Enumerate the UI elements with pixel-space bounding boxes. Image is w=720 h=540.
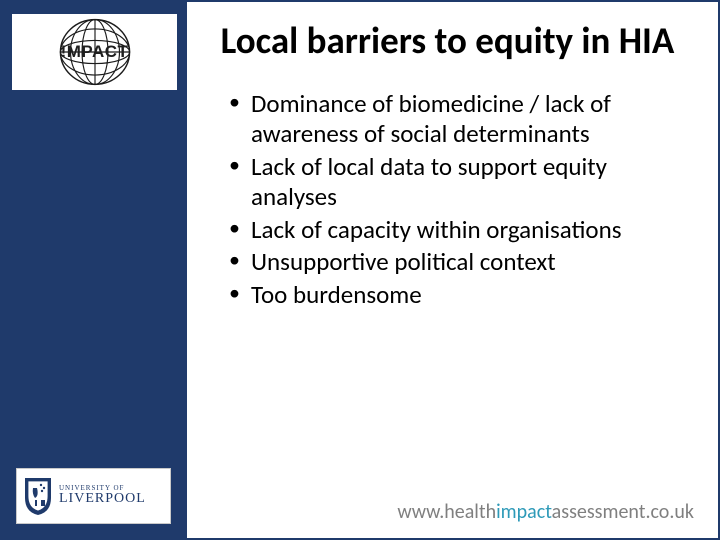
impact-logo: !MPACT xyxy=(12,14,177,90)
shield-icon xyxy=(23,476,53,516)
list-item: Lack of capacity within organisations xyxy=(229,215,690,246)
impact-logo-text: !MPACT xyxy=(61,42,129,62)
url-part: .co.uk xyxy=(645,500,694,524)
list-item: Unsupportive political context xyxy=(229,247,690,278)
university-line2: LIVERPOOL xyxy=(59,492,146,507)
bullet-list: Dominance of biomedicine / lack of aware… xyxy=(205,89,690,311)
main-content: Local barriers to equity in HIA Dominanc… xyxy=(187,2,718,538)
url-part: assessment xyxy=(552,500,646,524)
slide: !MPACT UNIVERSITY OF LIVERPOOL Local bar… xyxy=(0,0,720,540)
university-badge: UNIVERSITY OF LIVERPOOL xyxy=(16,468,171,524)
list-item: Lack of local data to support equity ana… xyxy=(229,152,690,213)
list-item: Too burdensome xyxy=(229,280,690,311)
sidebar: !MPACT UNIVERSITY OF LIVERPOOL xyxy=(2,2,187,538)
url-part: www. xyxy=(397,500,444,524)
url-part: health xyxy=(444,500,496,524)
list-item: Dominance of biomedicine / lack of aware… xyxy=(229,89,690,150)
footer-url: www.healthimpactassessment.co.uk xyxy=(397,500,694,524)
page-title: Local barriers to equity in HIA xyxy=(205,20,690,63)
university-text: UNIVERSITY OF LIVERPOOL xyxy=(59,485,146,507)
url-part: impact xyxy=(496,500,552,524)
